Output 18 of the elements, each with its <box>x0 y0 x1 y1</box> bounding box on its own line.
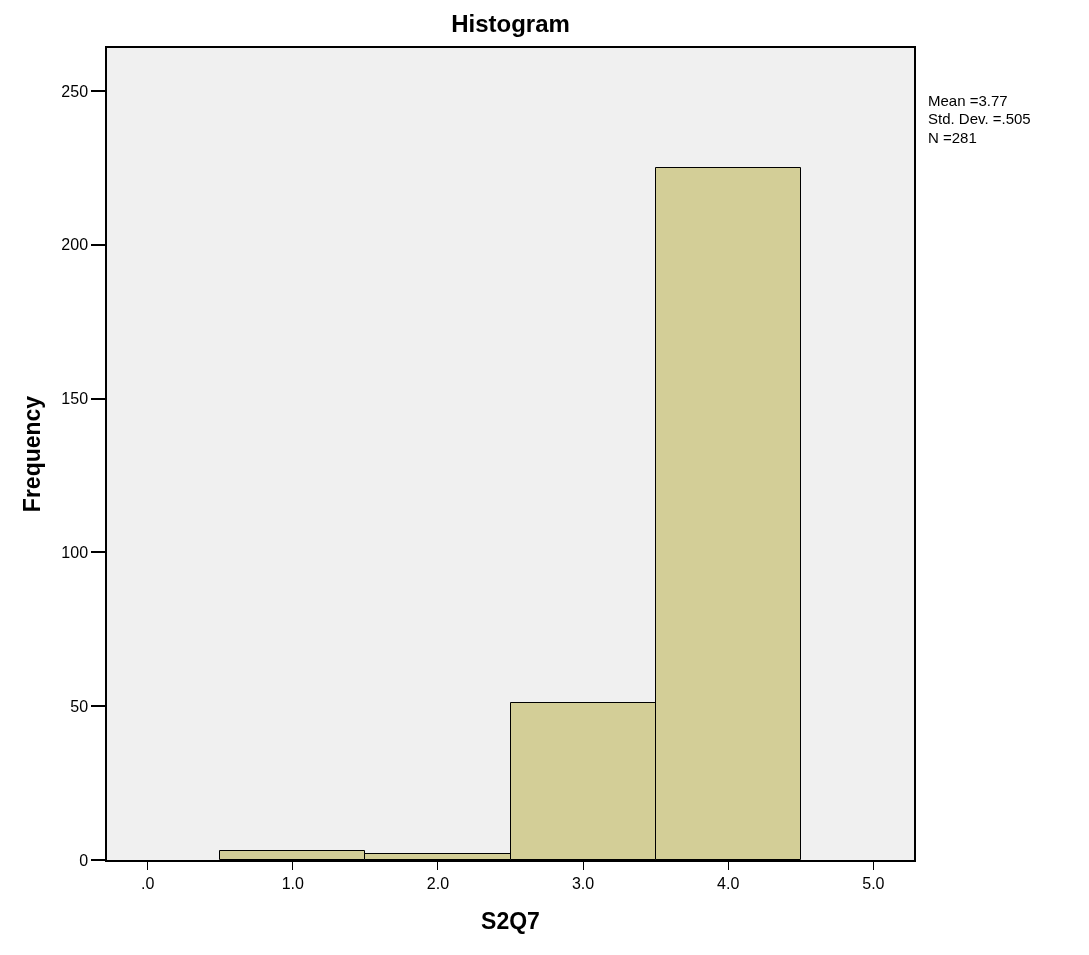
x-tick-label: 5.0 <box>862 874 885 892</box>
text: Mean =3.77 <box>928 92 1008 109</box>
y-tick-label: 50 <box>70 697 89 715</box>
y-tick-label: 100 <box>61 544 89 562</box>
x-tick-label: 1.0 <box>281 874 304 892</box>
x-tick-label: 2.0 <box>426 874 450 892</box>
text: Std. Dev. =.505 <box>928 110 1031 127</box>
y-tick-label: 200 <box>61 236 89 254</box>
x-tick-label: 4.0 <box>717 874 740 892</box>
x-tick-label: .0 <box>140 874 155 892</box>
y-tick-label: 250 <box>61 82 89 100</box>
x-tick-label: 3.0 <box>571 874 595 892</box>
y-tick-label: 150 <box>61 390 89 408</box>
x-axis-title: S2Q7 <box>481 908 540 935</box>
y-axis-title: Frequency <box>19 395 46 513</box>
text: N =281 <box>928 129 977 146</box>
chart-title: Histogram <box>451 10 570 38</box>
y-tick-label: 0 <box>79 851 89 869</box>
